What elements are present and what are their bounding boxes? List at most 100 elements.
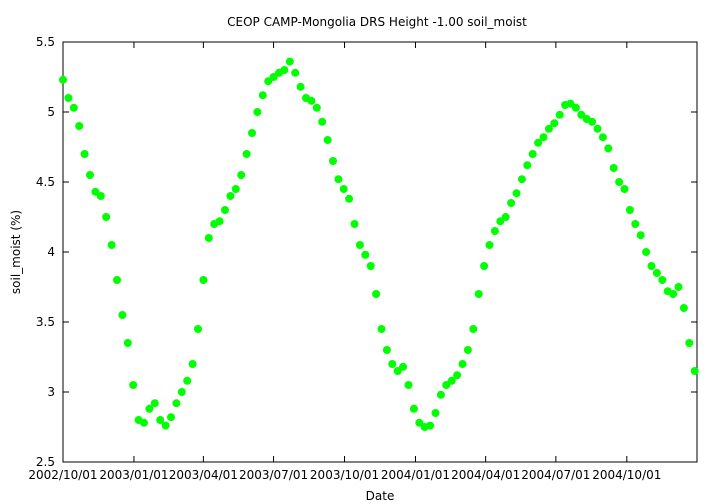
data-point	[366, 262, 375, 270]
data-point	[339, 185, 348, 193]
data-point	[458, 360, 467, 368]
data-point	[436, 390, 445, 399]
y-tick-label: 3.5	[36, 315, 55, 329]
data-point	[296, 82, 305, 91]
data-point	[393, 367, 402, 375]
data-point	[177, 388, 186, 396]
data-point	[264, 77, 273, 86]
data-point	[226, 192, 235, 200]
data-point	[172, 399, 181, 408]
data-point	[102, 213, 111, 221]
data-point	[685, 339, 694, 347]
y-tick-label: 4.5	[36, 175, 55, 189]
data-point	[156, 416, 165, 424]
data-point	[399, 362, 408, 371]
data-point	[447, 376, 456, 385]
data-point	[140, 418, 148, 427]
data-point	[415, 418, 424, 427]
data-point	[636, 231, 645, 240]
data-point	[604, 144, 613, 153]
data-point	[377, 325, 386, 333]
data-point	[642, 248, 651, 256]
y-tick-label: 5	[47, 105, 55, 119]
data-point	[523, 161, 532, 170]
data-point	[123, 339, 132, 347]
x-tick-label: 2004/01/01	[381, 468, 450, 482]
data-point	[258, 91, 267, 100]
data-point	[669, 290, 678, 298]
data-point	[555, 110, 564, 119]
data-point	[64, 94, 73, 102]
data-series	[59, 57, 699, 431]
data-point	[329, 157, 337, 165]
y-axis: 2.5 3 3.5 4 4.5 5 5.5	[36, 35, 697, 469]
data-point	[96, 192, 105, 200]
data-point	[690, 367, 699, 375]
data-point	[507, 199, 516, 207]
data-point	[59, 75, 67, 84]
data-point	[69, 103, 78, 112]
data-point	[199, 276, 208, 284]
data-point	[80, 150, 89, 158]
data-point	[620, 185, 629, 193]
data-point	[409, 404, 418, 413]
data-point	[372, 290, 381, 298]
y-tick-label: 2.5	[36, 455, 55, 469]
x-tick-label: 2003/04/01	[169, 468, 238, 482]
data-point	[404, 381, 413, 389]
data-point	[593, 124, 602, 133]
data-point	[221, 206, 229, 214]
x-tick-label: 2004/04/01	[451, 468, 520, 482]
data-point	[615, 178, 624, 186]
x-tick-label: 2004/10/01	[592, 468, 661, 482]
data-point	[215, 217, 224, 226]
data-point	[291, 68, 300, 77]
data-point	[318, 117, 327, 126]
data-point	[188, 360, 197, 368]
data-point	[86, 171, 94, 179]
data-point	[145, 404, 154, 413]
data-point	[312, 103, 321, 112]
data-point	[129, 381, 138, 389]
data-point	[183, 376, 192, 385]
data-point	[652, 269, 661, 277]
data-point	[544, 124, 553, 133]
data-point	[237, 171, 246, 179]
data-point	[674, 283, 683, 291]
data-point	[269, 73, 278, 81]
data-point	[469, 325, 478, 333]
data-point	[280, 66, 289, 74]
data-point	[113, 276, 121, 284]
data-point	[426, 421, 435, 430]
data-point	[442, 381, 451, 389]
data-point	[463, 346, 472, 354]
data-point	[647, 262, 656, 270]
data-point	[253, 108, 262, 116]
data-point	[534, 138, 543, 147]
x-axis-label: Date	[366, 489, 395, 503]
data-point	[167, 413, 175, 422]
data-point	[453, 371, 462, 380]
data-point	[539, 133, 548, 142]
data-point	[480, 262, 489, 270]
x-tick-label: 2003/10/01	[310, 468, 379, 482]
plot-frame	[62, 41, 698, 463]
data-point	[609, 164, 618, 172]
data-point	[490, 227, 499, 235]
data-point	[248, 129, 256, 137]
y-tick-label: 4	[47, 245, 55, 259]
data-point	[566, 99, 575, 108]
data-point	[474, 290, 483, 298]
data-point	[118, 311, 127, 319]
data-point	[161, 421, 170, 430]
x-tick-label: 2003/07/01	[239, 468, 308, 482]
data-point	[334, 175, 343, 184]
data-point	[679, 304, 688, 312]
data-point	[361, 250, 370, 259]
data-point	[485, 241, 494, 249]
data-point	[598, 133, 607, 142]
data-point	[501, 213, 510, 221]
y-tick-label: 3	[47, 385, 55, 399]
data-point	[194, 325, 202, 333]
